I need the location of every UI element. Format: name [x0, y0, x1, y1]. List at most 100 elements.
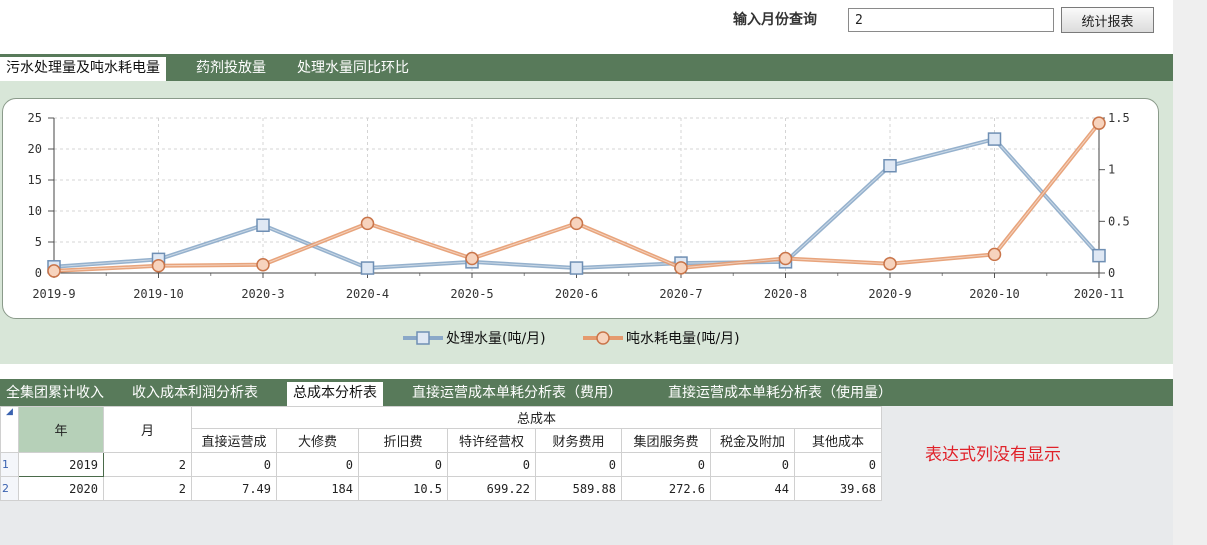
- cost-table: ◢ 年 月 总成本 直接运营成 大修费 折旧费 特许经营权 财务费用 集团服务费…: [0, 406, 882, 501]
- series-1-point: [256, 257, 270, 272]
- y-left-tick-label: 25: [28, 111, 42, 125]
- y-left-tick-label: 20: [28, 142, 42, 156]
- month-query-input[interactable]: [848, 8, 1054, 32]
- cell-depreciation[interactable]: 10.5: [358, 476, 448, 501]
- line-chart: 0 5 10 15 20 25 0 0.5 1 1.5 2019-9 2019-10 2020-3 202…: [28, 111, 1130, 347]
- cell-overhaul[interactable]: 0: [276, 452, 359, 477]
- scrollbar-strip[interactable]: [1173, 0, 1207, 545]
- series-0-point: [1092, 248, 1106, 263]
- cell-direct-op[interactable]: 7.49: [191, 476, 277, 501]
- col-header-direct-op[interactable]: 直接运营成: [191, 428, 277, 453]
- legend: 处理水量(吨/月) 吨水耗电量(吨/月): [403, 331, 740, 347]
- tab-total-cost[interactable]: 总成本分析表: [287, 382, 383, 406]
- x-tick-label: 2020-8: [764, 287, 807, 301]
- tab-water-power[interactable]: 污水处理量及吨水耗电量: [0, 57, 166, 81]
- tab-direct-cost-usage[interactable]: 直接运营成本单耗分析表（使用量）: [668, 385, 892, 401]
- y-right-tick-label: 0.5: [1108, 214, 1130, 228]
- series-0-point: [987, 132, 1002, 146]
- y-right-tick-label: 1.5: [1108, 111, 1130, 125]
- row-index: 1: [0, 452, 19, 477]
- col-header-tax[interactable]: 税金及附加: [710, 428, 795, 453]
- y-left-tick-label: 10: [28, 204, 42, 218]
- x-tick-label: 2020-3: [241, 287, 284, 301]
- tab-revenue-cost-profit[interactable]: 收入成本利润分析表: [132, 385, 258, 401]
- table-row[interactable]: 2 2020 2 7.49 184 10.5 699.22 589.88 272…: [0, 476, 882, 501]
- y-right-tick-label: 1: [1108, 163, 1115, 177]
- tab-direct-cost-fee[interactable]: 直接运营成本单耗分析表（费用）: [412, 385, 622, 401]
- y-left-tick-label: 15: [28, 173, 42, 187]
- col-header-month[interactable]: 月: [103, 406, 192, 453]
- x-tick-label: 2020-4: [346, 287, 389, 301]
- x-tick-label: 2020-9: [868, 287, 911, 301]
- series-0-point: [569, 261, 584, 275]
- cell-other[interactable]: 0: [794, 452, 882, 477]
- cell-month[interactable]: 2: [103, 452, 192, 477]
- cell-year[interactable]: 2020: [18, 476, 104, 501]
- col-header-other[interactable]: 其他成本: [794, 428, 882, 453]
- col-header-depreciation[interactable]: 折旧费: [358, 428, 448, 453]
- y-left-tick-label: 0: [35, 266, 42, 280]
- cell-month[interactable]: 2: [103, 476, 192, 501]
- col-header-year[interactable]: 年: [18, 406, 104, 453]
- col-header-overhaul[interactable]: 大修费: [276, 428, 359, 453]
- x-tick-label: 2020-10: [969, 287, 1020, 301]
- legend-marker-0: [416, 331, 430, 345]
- row-header-corner: ◢: [0, 406, 19, 453]
- x-tick-label: 2020-5: [450, 287, 493, 301]
- col-group-total-cost: 总成本: [191, 406, 882, 429]
- cell-direct-op[interactable]: 0: [191, 452, 277, 477]
- cell-year[interactable]: 2019: [18, 452, 104, 477]
- legend-label-1: 吨水耗电量(吨/月): [626, 331, 740, 347]
- series-0-point: [256, 218, 270, 233]
- series-1-point: [883, 256, 897, 271]
- annotation-note: 表达式列没有显示: [925, 445, 1061, 465]
- cell-tax[interactable]: 44: [710, 476, 795, 501]
- cell-depreciation[interactable]: 0: [358, 452, 448, 477]
- cell-finance[interactable]: 0: [535, 452, 622, 477]
- series-1-point: [360, 216, 375, 231]
- series-1-point: [47, 264, 61, 278]
- series-1-point: [1092, 116, 1106, 130]
- col-header-finance[interactable]: 财务费用: [535, 428, 622, 453]
- series-1-point: [569, 216, 584, 231]
- col-header-franchise[interactable]: 特许经营权: [447, 428, 536, 453]
- cell-franchise[interactable]: 0: [447, 452, 536, 477]
- x-tick-label: 2020-6: [555, 287, 598, 301]
- table-row[interactable]: 1 2019 2 0 0 0 0 0 0 0 0: [0, 452, 882, 477]
- cell-tax[interactable]: 0: [710, 452, 795, 477]
- series-1-point: [987, 247, 1002, 262]
- tab-chemical-dosage[interactable]: 药剂投放量: [196, 60, 266, 76]
- tab-water-yoy-mom[interactable]: 处理水量同比环比: [297, 60, 409, 76]
- series-1-point: [778, 251, 793, 266]
- cell-finance[interactable]: 589.88: [535, 476, 622, 501]
- chart-frame: [2, 98, 1159, 319]
- cell-other[interactable]: 39.68: [794, 476, 882, 501]
- y-right-tick-label: 0: [1108, 266, 1115, 280]
- legend-label-0: 处理水量(吨/月): [446, 331, 546, 347]
- series-1-point: [465, 251, 479, 266]
- x-tick-label: 2019-10: [133, 287, 184, 301]
- tab-group-revenue[interactable]: 全集团累计收入: [6, 385, 104, 401]
- cell-group-service[interactable]: 0: [621, 452, 711, 477]
- series-1-point: [151, 259, 166, 273]
- series-0-point: [883, 158, 897, 173]
- table-tab-bar: 全集团累计收入 收入成本利润分析表 总成本分析表 直接运营成本单耗分析表（费用）…: [0, 379, 1173, 406]
- cell-overhaul[interactable]: 184: [276, 476, 359, 501]
- month-query-label: 输入月份查询: [733, 12, 817, 28]
- series: [47, 116, 1106, 278]
- series-1-point: [674, 261, 688, 275]
- report-button[interactable]: 统计报表: [1061, 7, 1154, 33]
- cell-group-service[interactable]: 272.6: [621, 476, 711, 501]
- x-tick-label: 2020-7: [659, 287, 702, 301]
- grid-lines: [53, 117, 1100, 274]
- legend-marker-1: [596, 331, 610, 345]
- x-tick-label: 2019-9: [32, 287, 75, 301]
- cell-franchise[interactable]: 699.22: [447, 476, 536, 501]
- y-left-tick-label: 5: [35, 235, 42, 249]
- col-header-group-service[interactable]: 集团服务费: [621, 428, 711, 453]
- series-0-point: [360, 261, 375, 275]
- row-index: 2: [0, 476, 19, 501]
- chart-tab-bar: 污水处理量及吨水耗电量 药剂投放量 处理水量同比环比: [0, 54, 1173, 81]
- x-tick-label: 2020-11: [1074, 287, 1125, 301]
